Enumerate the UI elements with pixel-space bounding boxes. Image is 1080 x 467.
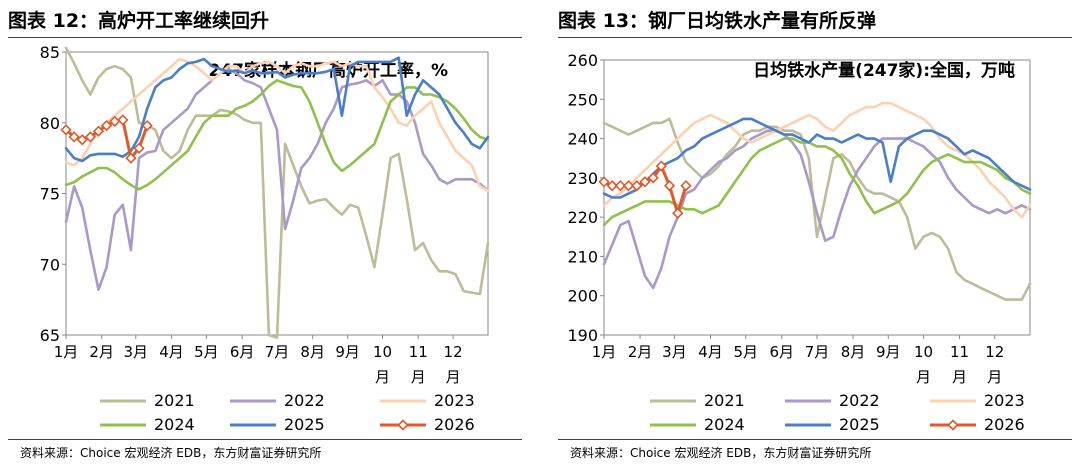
series-line-2021 bbox=[64, 46, 490, 340]
legend-label-2022: 2022 bbox=[284, 391, 325, 410]
data-point-2026 bbox=[84, 131, 96, 143]
legend-label-2026: 2026 bbox=[434, 415, 475, 434]
data-point-2026 bbox=[76, 134, 88, 146]
y-tick-label: 190 bbox=[567, 326, 598, 345]
x-tick-label: 7月 bbox=[805, 343, 830, 361]
data-point-2026 bbox=[639, 176, 651, 188]
data-point-2026 bbox=[60, 124, 72, 136]
legend-label-2023: 2023 bbox=[434, 391, 475, 410]
legend-marker-2026 bbox=[397, 419, 409, 431]
figure-title: 图表 12：高炉开工率继续回升 bbox=[8, 10, 270, 32]
x-tick-label: 11 月 bbox=[409, 343, 428, 386]
data-point-2026 bbox=[614, 180, 627, 192]
source-rule bbox=[558, 439, 1072, 440]
legend-label-2025: 2025 bbox=[284, 415, 325, 434]
x-tick-label: 2月 bbox=[628, 343, 653, 361]
x-tick-label: 12 月 bbox=[444, 343, 463, 386]
data-point-2026 bbox=[663, 180, 676, 192]
series-line-2021 bbox=[602, 117, 1032, 301]
data-point-2026 bbox=[606, 180, 618, 192]
legend-label-2024: 2024 bbox=[154, 415, 195, 434]
data-point-2026 bbox=[598, 176, 610, 188]
y-tick-label: 240 bbox=[567, 130, 598, 149]
x-tick-label: 6月 bbox=[230, 343, 255, 361]
data-point-2026 bbox=[68, 131, 80, 143]
figure-title: 图表 13：钢厂日均铁水产量有所反弹 bbox=[558, 10, 877, 32]
x-tick-label: 8月 bbox=[300, 343, 325, 361]
x-tick-label: 5月 bbox=[194, 343, 219, 361]
data-point-2026 bbox=[672, 207, 684, 219]
x-tick-label: 3月 bbox=[124, 343, 149, 361]
legend-label-2024: 2024 bbox=[704, 415, 745, 434]
data-point-2026 bbox=[117, 114, 129, 126]
legend-label-2022: 2022 bbox=[839, 391, 880, 410]
y-tick-label: 210 bbox=[567, 247, 598, 266]
x-tick-label: 12 月 bbox=[985, 343, 1004, 386]
legend-label-2021: 2021 bbox=[154, 391, 195, 410]
x-tick-label: 9月 bbox=[335, 343, 360, 361]
x-tick-label: 6月 bbox=[769, 343, 794, 361]
figure-12: 图表 12：高炉开工率继续回升 65 70 75 80 85 1月 2月 3月 4月 5月 6月 7月… bbox=[0, 0, 530, 467]
x-tick-label: 9月 bbox=[876, 343, 901, 361]
hot-metal-output-chart: 190 200 210 220 230 240 250 260 1月 2月 3月 4月 5月 6月 7月 8月… bbox=[567, 51, 1032, 434]
y-tick-label: 70 bbox=[40, 255, 60, 274]
y-tick-label: 85 bbox=[40, 43, 60, 62]
source-note: 资料来源：Choice 宏观经济 EDB，东方财富证券研究所 bbox=[570, 446, 872, 460]
x-tick-label: 10 月 bbox=[914, 343, 933, 386]
series-line-2022 bbox=[602, 129, 1032, 290]
series-line-2023 bbox=[602, 101, 1032, 219]
x-tick-label: 5月 bbox=[733, 343, 758, 361]
x-tick-label: 11 月 bbox=[950, 343, 969, 386]
series-line-2023 bbox=[64, 57, 490, 192]
legend-label-2023: 2023 bbox=[984, 391, 1025, 410]
series-line-2026 bbox=[602, 164, 688, 215]
series-line-2025 bbox=[602, 117, 1032, 199]
title-rule bbox=[8, 37, 522, 38]
y-tick-label: 65 bbox=[40, 326, 60, 345]
x-tick-label: 7月 bbox=[265, 343, 290, 361]
x-tick-label: 2月 bbox=[89, 343, 114, 361]
y-tick-label: 80 bbox=[40, 114, 60, 133]
legend-label-2026: 2026 bbox=[984, 415, 1025, 434]
x-tick-label: 8月 bbox=[841, 343, 866, 361]
x-tick-label: 10 月 bbox=[373, 343, 392, 386]
x-tick-label: 4月 bbox=[159, 343, 184, 361]
data-point-2026 bbox=[125, 152, 137, 164]
legend-label-2021: 2021 bbox=[704, 391, 745, 410]
x-tick-label: 1月 bbox=[54, 343, 79, 361]
y-tick-label: 230 bbox=[567, 169, 598, 188]
figure-13: 图表 13：钢厂日均铁水产量有所反弹 190 200 210 220 230 240 250… bbox=[550, 0, 1080, 467]
data-point-2026 bbox=[133, 142, 145, 154]
y-tick-label: 260 bbox=[567, 51, 598, 70]
title-rule bbox=[558, 37, 1072, 38]
legend-label-2025: 2025 bbox=[839, 415, 880, 434]
y-tick-label: 250 bbox=[567, 90, 598, 109]
data-point-2026 bbox=[92, 125, 105, 137]
data-point-2026 bbox=[647, 172, 659, 184]
x-tick-label: 3月 bbox=[662, 343, 687, 361]
data-point-2026 bbox=[100, 119, 113, 132]
y-tick-label: 75 bbox=[40, 185, 60, 204]
data-point-2026 bbox=[655, 160, 667, 172]
source-rule bbox=[8, 439, 522, 440]
x-tick-label: 1月 bbox=[592, 343, 617, 361]
data-point-2026 bbox=[141, 119, 153, 132]
data-point-2026 bbox=[622, 180, 635, 192]
chart-title: 日均铁水产量(247家):全国，万吨 bbox=[753, 60, 1015, 81]
series-line-2025 bbox=[64, 56, 490, 163]
data-point-2026 bbox=[680, 180, 692, 192]
y-tick-label: 220 bbox=[567, 208, 598, 227]
x-tick-label: 4月 bbox=[698, 343, 723, 361]
source-note: 资料来源：Choice 宏观经济 EDB，东方财富证券研究所 bbox=[20, 446, 322, 460]
data-point-2026 bbox=[631, 180, 643, 192]
y-tick-label: 200 bbox=[567, 287, 598, 306]
legend-marker-2026 bbox=[947, 419, 959, 431]
